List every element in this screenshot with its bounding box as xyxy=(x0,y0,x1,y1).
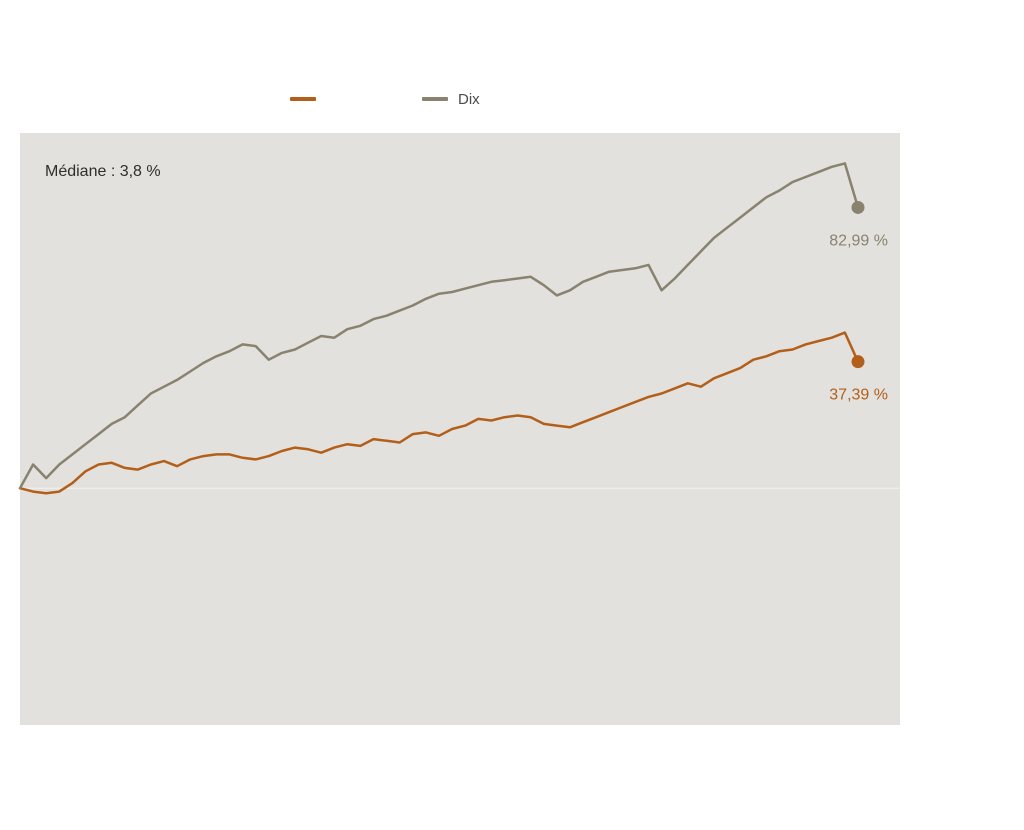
median-annotation: Médiane : 3,8 % xyxy=(45,163,161,180)
series-line-1 xyxy=(18,331,860,495)
series-end-label-2: 82,99 % xyxy=(829,232,888,249)
series-layer: 37,39 % 82,99 % xyxy=(18,162,888,495)
legend-item-dix: Dix xyxy=(422,88,480,110)
legend-item-series-1 xyxy=(290,88,326,110)
series-end-point-1 xyxy=(851,355,865,369)
series-line-2 xyxy=(18,162,860,490)
legend-label-dix: Dix xyxy=(458,90,480,108)
legend-swatch-dix xyxy=(422,97,448,101)
series-end-label-1: 37,39 % xyxy=(829,387,888,404)
legend-swatch-series-1 xyxy=(290,97,316,101)
plot-background xyxy=(20,133,900,725)
series-end-point-2 xyxy=(851,200,865,214)
legend: Dix xyxy=(0,88,1024,110)
